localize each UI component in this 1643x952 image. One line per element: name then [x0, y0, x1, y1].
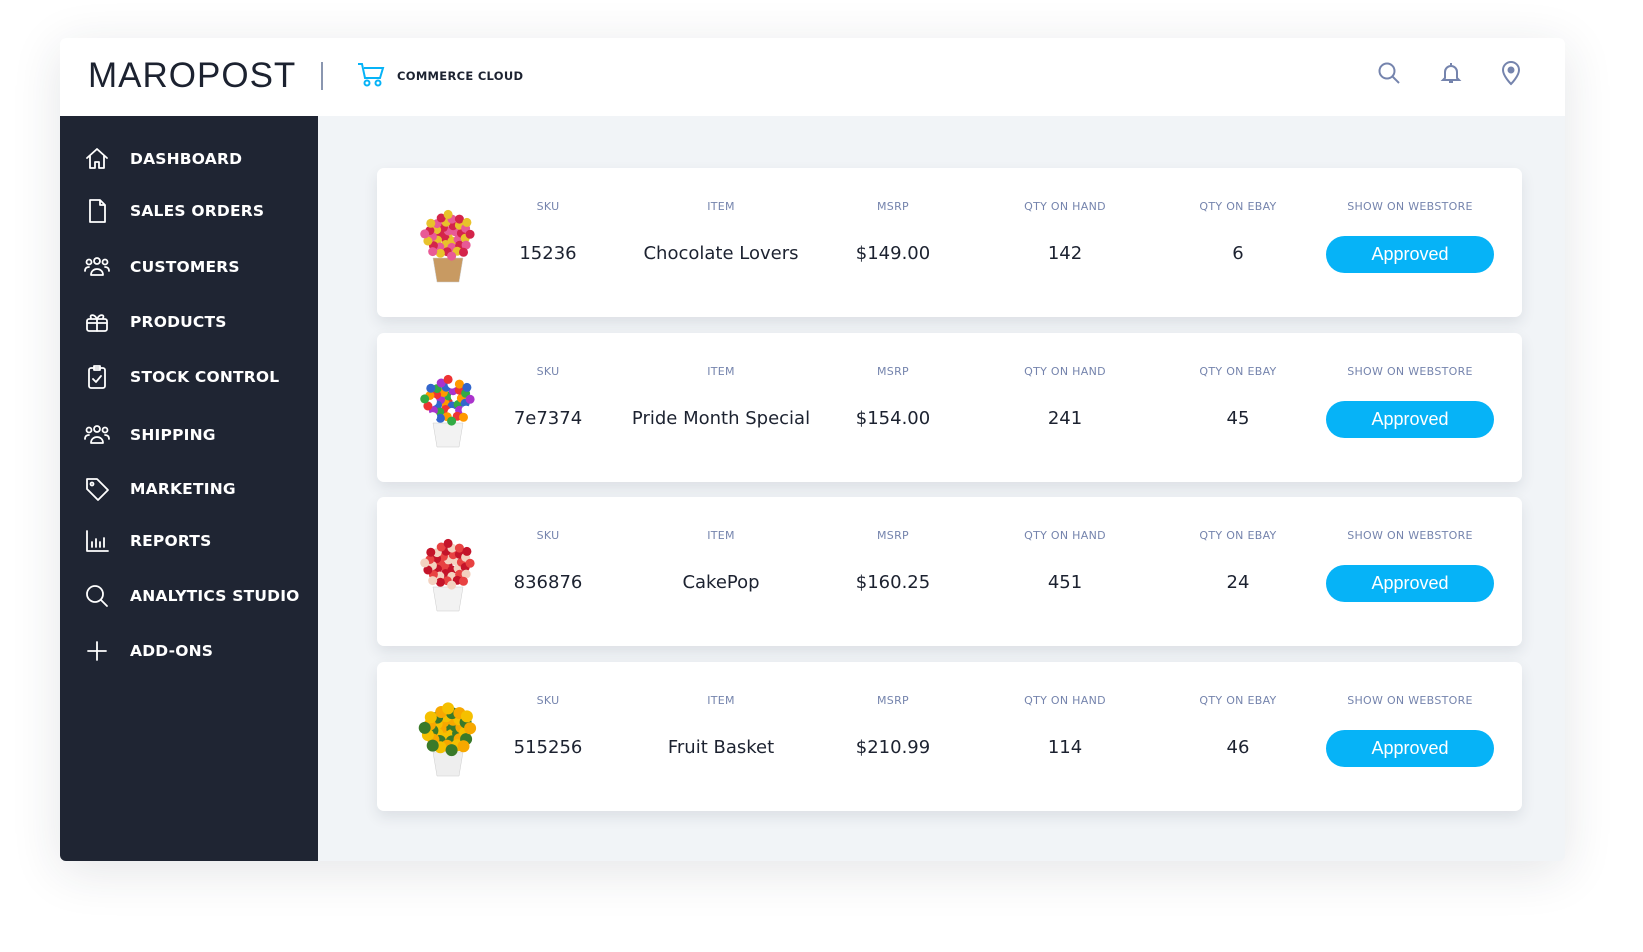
approved-status-button[interactable]: Approved: [1326, 401, 1494, 438]
webstore-label: SHOW ON WEBSTORE: [1347, 694, 1473, 707]
item-label: ITEM: [707, 529, 735, 542]
product-name: COMMERCE CLOUD: [397, 69, 524, 83]
sku-label: SKU: [536, 694, 560, 707]
bar-chart-icon: [86, 530, 109, 552]
gift-icon: [86, 314, 108, 332]
msrp-value: $160.25: [855, 572, 931, 593]
sidebar-item-label: REPORTS: [130, 532, 212, 550]
approved-status-button[interactable]: Approved: [1326, 565, 1494, 602]
sidebar-item-analytics-studio[interactable]: ANALYTICS STUDIO: [84, 581, 300, 611]
header-divider: [321, 62, 323, 90]
product-image: [420, 374, 475, 448]
users-icon: [84, 425, 110, 444]
qty_ebay-value: 45: [1226, 408, 1250, 429]
qty_hand-value: 451: [1047, 572, 1083, 593]
msrp-value: $154.00: [855, 408, 931, 429]
cart-icon: [358, 63, 385, 87]
sku-label: SKU: [536, 529, 560, 542]
sku-value: 15236: [519, 243, 577, 264]
qty_ebay-label: QTY ON EBAY: [1199, 694, 1277, 707]
app-window: MAROPOST COMMERCE CLOUD DASHBOARD SALES O…: [60, 38, 1565, 861]
qty_hand-label: QTY ON HAND: [1024, 365, 1106, 378]
bell-icon[interactable]: [1440, 60, 1462, 86]
webstore-label: SHOW ON WEBSTORE: [1347, 200, 1473, 213]
sidebar-item-add-ons[interactable]: ADD-ONS: [84, 636, 213, 666]
sidebar-item-label: ADD-ONS: [130, 642, 214, 660]
users-icon: [84, 257, 110, 276]
msrp-label: MSRP: [877, 365, 909, 378]
sku-label: SKU: [536, 200, 560, 213]
sidebar-item-label: CUSTOMERS: [130, 258, 240, 276]
search-icon: [86, 585, 108, 607]
sidebar-item-sales-orders[interactable]: SALES ORDERS: [84, 196, 264, 226]
qty_hand-value: 142: [1047, 243, 1083, 264]
msrp-label: MSRP: [877, 200, 909, 213]
sidebar-item-dashboard[interactable]: DASHBOARD: [84, 144, 242, 174]
webstore-label: SHOW ON WEBSTORE: [1347, 365, 1473, 378]
sidebar-item-marketing[interactable]: MARKETING: [84, 474, 236, 504]
maropost-logo[interactable]: MAROPOST: [88, 56, 297, 95]
product-row[interactable]: SKU 836876 ITEM CakePop MSRP $160.25 QTY ON HA…: [377, 497, 1522, 646]
sku-value: 7e7374: [513, 408, 583, 429]
item-value: Pride Month Special: [631, 408, 811, 429]
qty_ebay-value: 24: [1226, 572, 1250, 593]
qty_ebay-label: QTY ON EBAY: [1199, 365, 1277, 378]
product-row[interactable]: SKU 7e7374 ITEM Pride Month Special MSRP $154…: [377, 333, 1522, 482]
item-value: Fruit Basket: [667, 737, 775, 758]
sku-value: 836876: [513, 572, 583, 593]
msrp-value: $210.99: [855, 737, 931, 758]
top-header: MAROPOST COMMERCE CLOUD: [60, 38, 1565, 116]
sidebar-item-label: DASHBOARD: [130, 150, 243, 168]
item-value: Chocolate Lovers: [643, 243, 799, 264]
sidebar-item-products[interactable]: PRODUCTS: [84, 307, 227, 337]
sidebar-item-label: ANALYTICS STUDIO: [130, 587, 300, 605]
approved-status-button[interactable]: Approved: [1326, 730, 1494, 767]
webstore-label: SHOW ON WEBSTORE: [1347, 529, 1473, 542]
search-icon[interactable]: [1377, 60, 1401, 86]
sidebar-item-reports[interactable]: REPORTS: [84, 526, 211, 556]
qty_ebay-value: 6: [1232, 243, 1244, 264]
msrp-value: $149.00: [855, 243, 931, 264]
msrp-label: MSRP: [877, 694, 909, 707]
item-label: ITEM: [707, 365, 735, 378]
sku-label: SKU: [536, 365, 560, 378]
location-pin-icon[interactable]: [1501, 60, 1521, 86]
product-row[interactable]: SKU 515256 ITEM Fruit Basket MSRP $210.99 QTY …: [377, 662, 1522, 811]
qty_ebay-label: QTY ON EBAY: [1199, 200, 1277, 213]
sidebar-item-label: SHIPPING: [130, 426, 216, 444]
item-label: ITEM: [707, 200, 735, 213]
home-icon: [86, 148, 108, 169]
sidebar-item-stock-control[interactable]: STOCK CONTROL: [84, 362, 279, 392]
product-image: [420, 209, 475, 283]
sidebar-item-label: MARKETING: [130, 480, 236, 498]
sidebar-item-label: PRODUCTS: [130, 313, 227, 331]
item-label: ITEM: [707, 694, 735, 707]
qty_hand-label: QTY ON HAND: [1024, 529, 1106, 542]
qty_ebay-label: QTY ON EBAY: [1199, 529, 1277, 542]
qty_hand-value: 114: [1047, 737, 1083, 758]
product-image: [418, 702, 477, 777]
qty_ebay-value: 46: [1226, 737, 1250, 758]
sidebar-item-label: STOCK CONTROL: [130, 368, 280, 386]
sidebar: DASHBOARD SALES ORDERS CUSTOMERS PRODUCTS ST…: [60, 116, 318, 861]
item-value: CakePop: [682, 572, 760, 593]
sidebar-item-customers[interactable]: CUSTOMERS: [84, 252, 240, 282]
product-image: [420, 538, 475, 612]
qty_hand-label: QTY ON HAND: [1024, 200, 1106, 213]
approved-status-button[interactable]: Approved: [1326, 236, 1494, 273]
sidebar-item-shipping[interactable]: SHIPPING: [84, 420, 216, 450]
document-icon: [89, 199, 106, 223]
qty_hand-value: 241: [1047, 408, 1083, 429]
sidebar-item-label: SALES ORDERS: [130, 202, 265, 220]
sku-value: 515256: [513, 737, 583, 758]
tag-icon: [86, 478, 109, 501]
qty_hand-label: QTY ON HAND: [1024, 694, 1106, 707]
msrp-label: MSRP: [877, 529, 909, 542]
plus-icon: [87, 641, 107, 661]
clipboard-check-icon: [88, 365, 106, 389]
product-row[interactable]: SKU 15236 ITEM Chocolate Lovers MSRP $149.00 Q…: [377, 168, 1522, 317]
